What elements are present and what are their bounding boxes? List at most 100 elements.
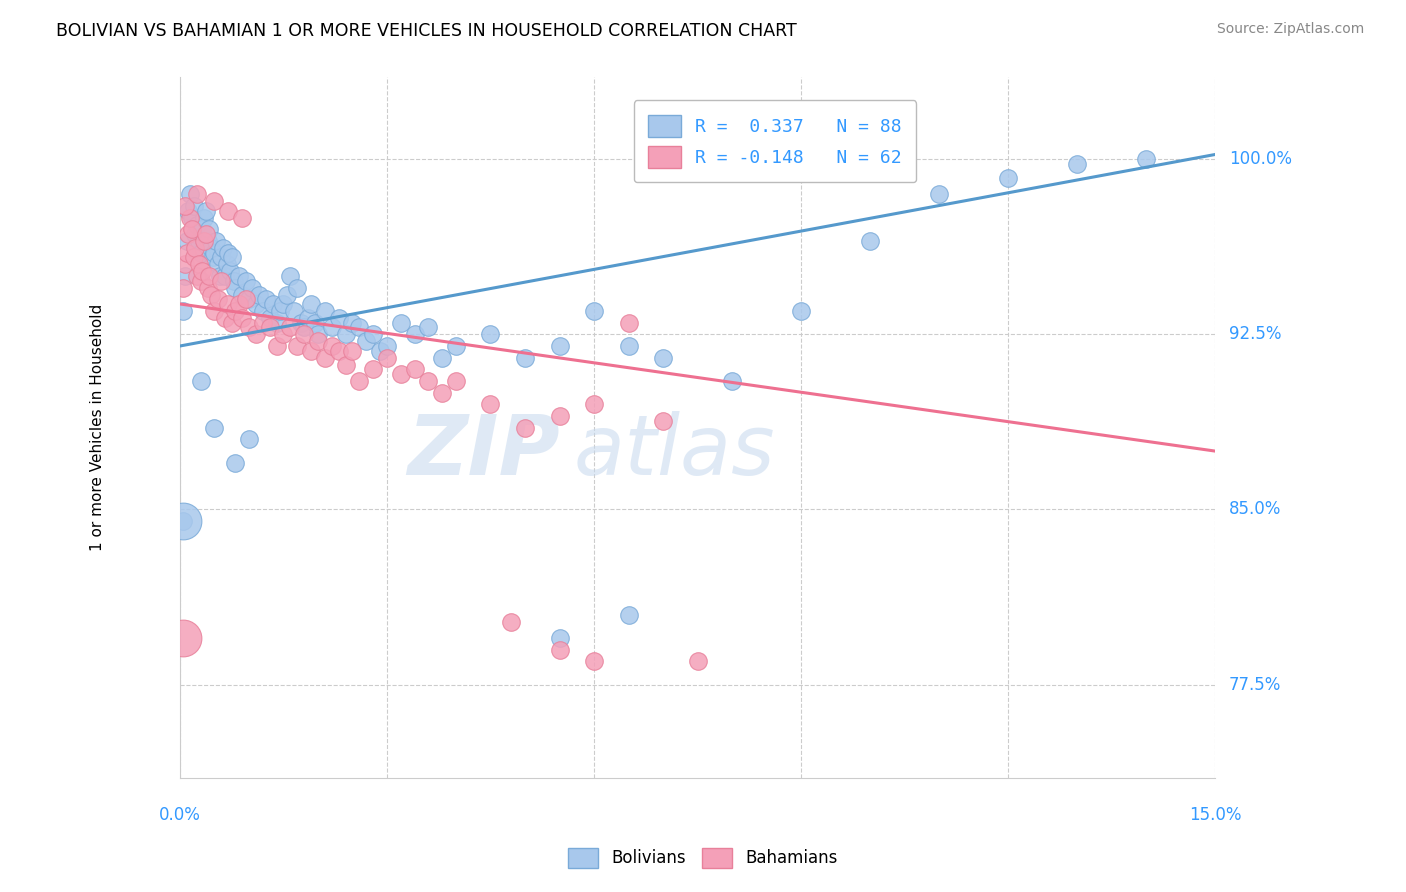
- Text: atlas: atlas: [574, 410, 775, 491]
- Point: [548, 409, 571, 423]
- Point: [328, 310, 350, 325]
- Point: [176, 245, 198, 260]
- Text: 77.5%: 77.5%: [1229, 675, 1281, 694]
- Point: [172, 514, 194, 528]
- Text: 85.0%: 85.0%: [1229, 500, 1281, 518]
- Point: [235, 274, 257, 288]
- Point: [176, 234, 198, 248]
- Point: [221, 250, 243, 264]
- Text: 100.0%: 100.0%: [1229, 150, 1292, 169]
- Point: [328, 343, 350, 358]
- Point: [314, 351, 336, 365]
- Point: [335, 358, 357, 372]
- Point: [197, 280, 219, 294]
- Point: [349, 374, 371, 388]
- Point: [224, 456, 246, 470]
- Point: [285, 339, 308, 353]
- Point: [195, 203, 218, 218]
- Point: [193, 234, 215, 248]
- Point: [172, 631, 194, 645]
- Point: [188, 234, 211, 248]
- Point: [307, 334, 329, 349]
- Point: [252, 316, 274, 330]
- Point: [172, 304, 194, 318]
- Point: [215, 257, 238, 271]
- Point: [198, 222, 221, 236]
- Point: [617, 316, 640, 330]
- Point: [582, 304, 605, 318]
- Point: [721, 374, 744, 388]
- Point: [191, 222, 214, 236]
- Point: [231, 310, 253, 325]
- Point: [375, 339, 398, 353]
- Text: 0.0%: 0.0%: [159, 806, 201, 824]
- Point: [254, 293, 277, 307]
- Text: Source: ZipAtlas.com: Source: ZipAtlas.com: [1216, 22, 1364, 37]
- Point: [218, 264, 240, 278]
- Point: [224, 280, 246, 294]
- Point: [418, 374, 440, 388]
- Point: [207, 293, 229, 307]
- Point: [432, 385, 454, 400]
- Point: [297, 310, 319, 325]
- Point: [172, 514, 194, 528]
- Point: [235, 293, 257, 307]
- Point: [299, 297, 322, 311]
- Point: [513, 351, 536, 365]
- Point: [548, 631, 571, 645]
- Point: [190, 374, 212, 388]
- Point: [361, 327, 384, 342]
- Text: ZIP: ZIP: [406, 410, 560, 491]
- Point: [582, 654, 605, 668]
- Point: [652, 414, 675, 428]
- Point: [418, 320, 440, 334]
- Text: 92.5%: 92.5%: [1229, 326, 1281, 343]
- Point: [184, 227, 207, 241]
- Point: [221, 316, 243, 330]
- Point: [195, 227, 218, 241]
- Legend: Bolivians, Bahamians: Bolivians, Bahamians: [561, 841, 845, 875]
- Point: [197, 234, 219, 248]
- Point: [356, 334, 378, 349]
- Point: [928, 187, 950, 202]
- Point: [188, 257, 211, 271]
- Point: [209, 250, 232, 264]
- Point: [190, 274, 212, 288]
- Point: [228, 297, 250, 311]
- Point: [174, 257, 197, 271]
- Point: [204, 245, 226, 260]
- Text: 1 or more Vehicles in Household: 1 or more Vehicles in Household: [90, 304, 104, 551]
- Point: [224, 304, 246, 318]
- Point: [617, 607, 640, 622]
- Point: [269, 304, 291, 318]
- Point: [548, 339, 571, 353]
- Point: [280, 320, 302, 334]
- Point: [368, 343, 391, 358]
- Point: [290, 316, 312, 330]
- Point: [238, 320, 260, 334]
- Point: [404, 327, 426, 342]
- Point: [582, 397, 605, 411]
- Point: [238, 293, 260, 307]
- Point: [204, 194, 226, 209]
- Point: [177, 227, 200, 241]
- Point: [276, 287, 298, 301]
- Point: [191, 264, 214, 278]
- Point: [245, 297, 267, 311]
- Point: [184, 241, 207, 255]
- Point: [228, 268, 250, 283]
- Point: [242, 280, 264, 294]
- Point: [202, 250, 225, 264]
- Point: [190, 245, 212, 260]
- Point: [375, 351, 398, 365]
- Point: [247, 287, 270, 301]
- Point: [186, 268, 208, 283]
- Point: [214, 268, 236, 283]
- Point: [479, 327, 502, 342]
- Point: [183, 199, 205, 213]
- Point: [444, 374, 467, 388]
- Point: [181, 222, 204, 236]
- Point: [548, 642, 571, 657]
- Point: [513, 421, 536, 435]
- Point: [859, 234, 882, 248]
